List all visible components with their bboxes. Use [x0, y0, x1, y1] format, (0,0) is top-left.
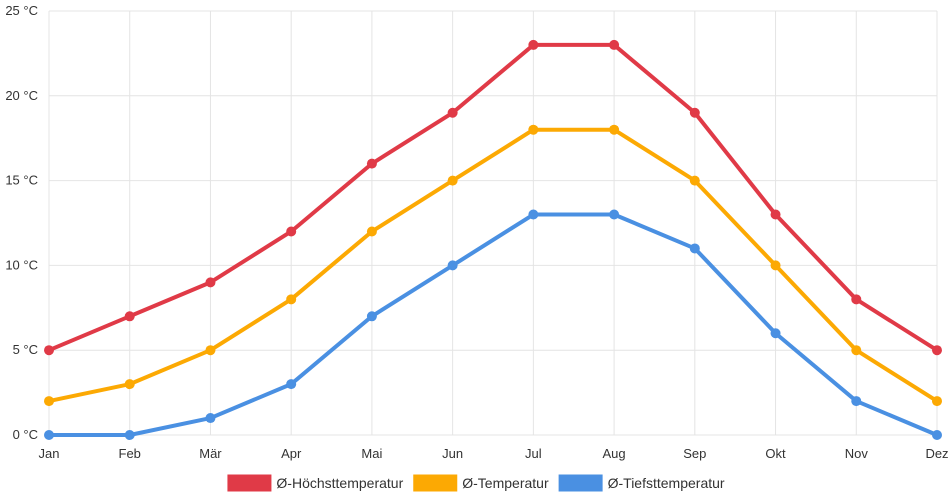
- data-point[interactable]: [770, 209, 781, 220]
- x-tick-label: Nov: [845, 446, 869, 461]
- data-point[interactable]: [851, 345, 862, 356]
- data-point[interactable]: [124, 430, 135, 440]
- data-point[interactable]: [932, 345, 942, 356]
- x-tick-label: Jun: [442, 446, 463, 461]
- data-point[interactable]: [447, 175, 458, 186]
- data-point[interactable]: [851, 294, 862, 305]
- legend-swatch: [227, 474, 272, 492]
- x-tick-label: Mär: [199, 446, 222, 461]
- legend-label: Ø-Temperatur: [462, 475, 549, 491]
- data-point[interactable]: [528, 124, 539, 135]
- data-point[interactable]: [366, 158, 377, 169]
- data-point[interactable]: [447, 260, 458, 271]
- data-point[interactable]: [286, 226, 297, 237]
- data-point[interactable]: [609, 209, 620, 220]
- y-tick-label: 25 °C: [5, 3, 38, 18]
- data-point[interactable]: [770, 260, 781, 271]
- data-point[interactable]: [609, 39, 620, 50]
- grid-layer: [48, 10, 938, 436]
- y-tick-label: 20 °C: [5, 88, 38, 103]
- series-line[interactable]: [47, 212, 939, 437]
- x-axis-ticks: Jan Feb Mär Apr Mai Jun Jul Aug Sep Okt Nov Dez: [39, 446, 949, 461]
- data-point[interactable]: [205, 277, 216, 288]
- legend: Ø-Höchsttemperatur Ø-Temperatur Ø-Tiefstte…: [227, 474, 725, 492]
- data-point[interactable]: [932, 396, 942, 407]
- data-point[interactable]: [689, 243, 700, 254]
- data-point[interactable]: [286, 379, 297, 390]
- x-tick-label: Okt: [765, 446, 786, 461]
- x-tick-label: Apr: [281, 446, 302, 461]
- x-tick-label: Jul: [525, 446, 542, 461]
- x-tick-label: Aug: [603, 446, 626, 461]
- x-tick-label: Jan: [39, 446, 60, 461]
- legend-item-2[interactable]: Ø-Temperatur: [413, 474, 549, 492]
- legend-swatch: [558, 474, 603, 492]
- y-axis-ticks: 0 °C 5 °C 10 °C 15 °C 20 °C 25 °C: [5, 3, 38, 442]
- series-layer: [44, 39, 942, 440]
- data-point[interactable]: [447, 107, 458, 118]
- y-tick-label: 10 °C: [5, 257, 38, 272]
- y-tick-label: 5 °C: [13, 342, 38, 357]
- data-point[interactable]: [44, 345, 54, 356]
- x-tick-label: Sep: [683, 446, 706, 461]
- x-tick-label: Feb: [119, 446, 141, 461]
- legend-label: Ø-Tiefsttemperatur: [608, 475, 725, 491]
- legend-swatch: [413, 474, 458, 492]
- legend-label: Ø-Höchsttemperatur: [276, 475, 403, 491]
- x-tick-label: Dez: [925, 446, 948, 461]
- data-point[interactable]: [286, 294, 297, 305]
- data-point[interactable]: [528, 209, 539, 220]
- data-point[interactable]: [689, 175, 700, 186]
- y-tick-label: 15 °C: [5, 173, 38, 188]
- series-2: [44, 124, 942, 407]
- data-point[interactable]: [124, 311, 135, 322]
- data-point[interactable]: [44, 430, 54, 440]
- series-line[interactable]: [47, 127, 939, 404]
- data-point[interactable]: [205, 345, 216, 356]
- data-point[interactable]: [689, 107, 700, 118]
- data-point[interactable]: [366, 311, 377, 322]
- data-point[interactable]: [932, 430, 942, 440]
- data-point[interactable]: [205, 413, 216, 424]
- x-tick-label: Mai: [361, 446, 382, 461]
- data-point[interactable]: [851, 396, 862, 407]
- data-point[interactable]: [366, 226, 377, 237]
- data-point[interactable]: [609, 124, 620, 135]
- data-point[interactable]: [770, 328, 781, 339]
- data-point[interactable]: [124, 379, 135, 390]
- series-1: [44, 39, 942, 356]
- data-point[interactable]: [44, 396, 54, 407]
- series-3: [44, 209, 942, 440]
- series-line[interactable]: [47, 42, 939, 353]
- legend-item-1[interactable]: Ø-Höchsttemperatur: [227, 474, 404, 492]
- legend-item-3[interactable]: Ø-Tiefsttemperatur: [558, 474, 725, 492]
- data-point[interactable]: [528, 39, 539, 50]
- y-tick-label: 0 °C: [13, 427, 38, 442]
